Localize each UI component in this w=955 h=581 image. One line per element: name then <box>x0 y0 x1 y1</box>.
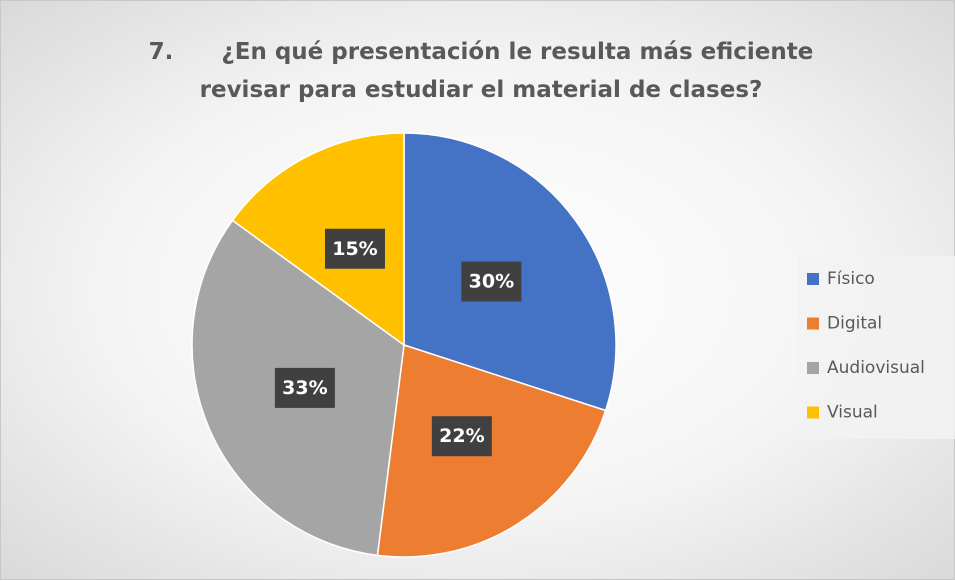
legend-swatch <box>807 406 819 419</box>
legend-label: Visual <box>827 403 878 423</box>
data-label-box <box>431 416 492 457</box>
data-label: 33% <box>282 377 327 399</box>
legend-swatch <box>807 317 819 330</box>
pie-slice <box>231 132 405 347</box>
legend-swatch <box>807 273 819 285</box>
chart-title: 7. ¿En qué presentación le resulta más e… <box>148 39 822 103</box>
data-label-box <box>461 261 522 302</box>
data-label: 15% <box>332 238 377 260</box>
data-label-box <box>324 228 385 269</box>
legend-swatch <box>807 362 819 374</box>
legend-label: Audiovisual <box>827 358 925 378</box>
data-label-box <box>274 367 335 408</box>
legend-label: Digital <box>827 314 882 334</box>
data-label: 22% <box>439 425 484 447</box>
legend-label: Físico <box>827 269 875 289</box>
legend-box <box>798 256 955 439</box>
data-label: 30% <box>469 271 514 293</box>
